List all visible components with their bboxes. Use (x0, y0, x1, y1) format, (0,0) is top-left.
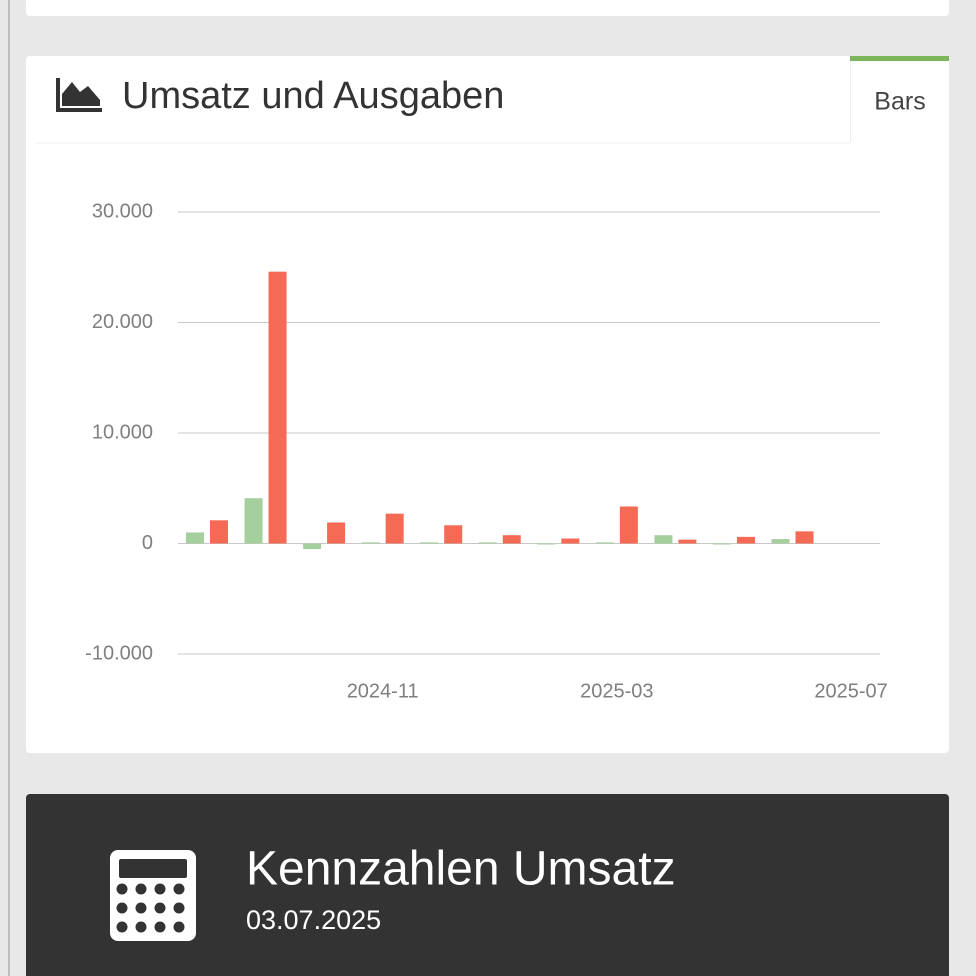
x-tick-label: 2025-03 (580, 680, 653, 702)
bar (561, 538, 580, 544)
bar (361, 542, 380, 544)
bar (771, 539, 790, 544)
y-tick-label: 0 (142, 532, 153, 554)
tab-bars[interactable]: Bars (874, 88, 925, 116)
kpi-card (26, 794, 949, 976)
bar (678, 539, 697, 544)
x-tick-label: 2025-07 (814, 680, 887, 702)
bar (595, 542, 614, 544)
bar (502, 535, 521, 544)
calculator-icon (110, 850, 196, 941)
bar (712, 543, 731, 545)
chart: -10.000 0 10.000 20.000 30.000 2024-11 2025-03… (85, 200, 888, 702)
y-tick-label: 20.000 (92, 311, 153, 333)
bar (619, 506, 638, 544)
bar (385, 513, 404, 544)
sidebar-edge (8, 0, 10, 976)
bar (420, 542, 439, 544)
bar (795, 531, 814, 544)
y-tick-label: -10.000 (85, 642, 153, 664)
bar (210, 520, 228, 544)
bar (327, 522, 346, 544)
bar (303, 543, 322, 550)
tab-indicator (850, 56, 949, 61)
bar (244, 498, 263, 544)
x-tick-label: 2024-11 (347, 680, 419, 702)
bar (478, 542, 497, 544)
bar (444, 525, 463, 544)
chart-card (26, 56, 949, 753)
kpi-title: Kennzahlen Umsatz (246, 843, 676, 896)
y-tick-label: 10.000 (92, 421, 153, 443)
panel-title: Umsatz und Ausgaben (122, 75, 504, 117)
bar (736, 536, 755, 544)
bar (537, 543, 556, 545)
bar (268, 271, 287, 544)
card (26, 0, 949, 16)
y-tick-label: 30.000 (92, 200, 153, 222)
area-chart-icon (56, 78, 102, 112)
kpi-date: 03.07.2025 (246, 905, 381, 935)
bar (186, 532, 204, 544)
bar (654, 535, 673, 544)
